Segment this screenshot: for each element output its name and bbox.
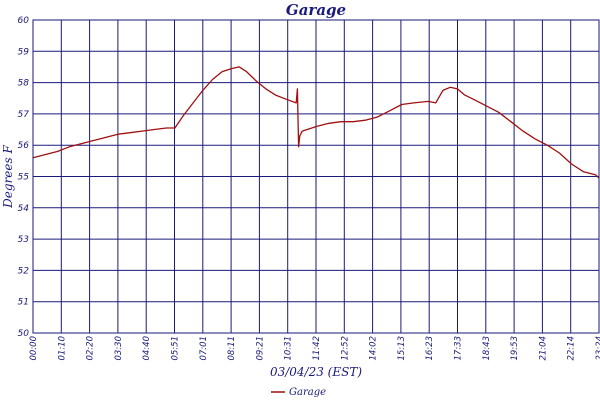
y-tick-label: 55 [18,173,30,183]
y-tick-label: 51 [18,298,29,308]
legend: Garage [271,387,326,398]
x-tick-label: 07:01 [199,336,209,361]
x-tick-label: 10:31 [284,336,294,361]
x-axis-ticks: 00:00 01:10 02:20 03:30 04:40 05:51 07:01 08:11… [29,336,600,361]
x-tick-label: 11:42 [312,336,322,361]
x-tick-label: 08:11 [227,336,237,361]
x-tick-label: 05:51 [171,336,181,361]
x-tick-label: 00:00 [29,336,39,361]
x-tick-label: 02:20 [86,336,96,361]
series-layer [32,66,600,179]
y-tick-label: 52 [18,266,30,276]
x-tick-label: 21:04 [538,336,548,361]
y-tick-label: 57 [18,110,30,120]
x-tick-label: 14:02 [369,336,379,361]
legend-label-garage: Garage [289,387,326,398]
x-tick-label: 18:43 [482,336,492,361]
y-tick-label: 60 [18,16,30,26]
x-tick-label: 16:23 [425,336,435,361]
x-tick-label: 17:33 [454,336,464,361]
x-tick-label: 09:21 [255,336,265,361]
y-tick-label: 59 [18,47,30,57]
y-tick-label: 50 [18,329,30,339]
y-tick-label: 58 [18,79,30,89]
y-tick-label: 56 [18,141,30,151]
plot-frame [32,19,600,334]
x-tick-label: 22:14 [567,336,577,361]
x-tick-label: 19:53 [510,336,520,361]
y-tick-label: 53 [18,235,30,245]
y-axis-label: Degrees F [1,145,15,209]
y-tick-label: 54 [18,204,30,214]
y-axis-ticks: 50 51 52 53 54 55 56 57 58 59 60 [18,16,30,339]
x-tick-label: 04:40 [142,336,152,361]
x-axis-label: 03/04/23 (EST) [270,365,362,379]
chart-title: Garage [286,1,346,19]
series-line-garage [32,66,600,179]
x-tick-label: 03:30 [114,336,124,361]
grid [32,19,600,334]
x-tick-label: 23:24 [595,336,600,361]
x-tick-label: 12:52 [340,336,350,361]
x-tick-label: 15:13 [397,336,407,361]
x-tick-label: 01:10 [57,336,67,361]
